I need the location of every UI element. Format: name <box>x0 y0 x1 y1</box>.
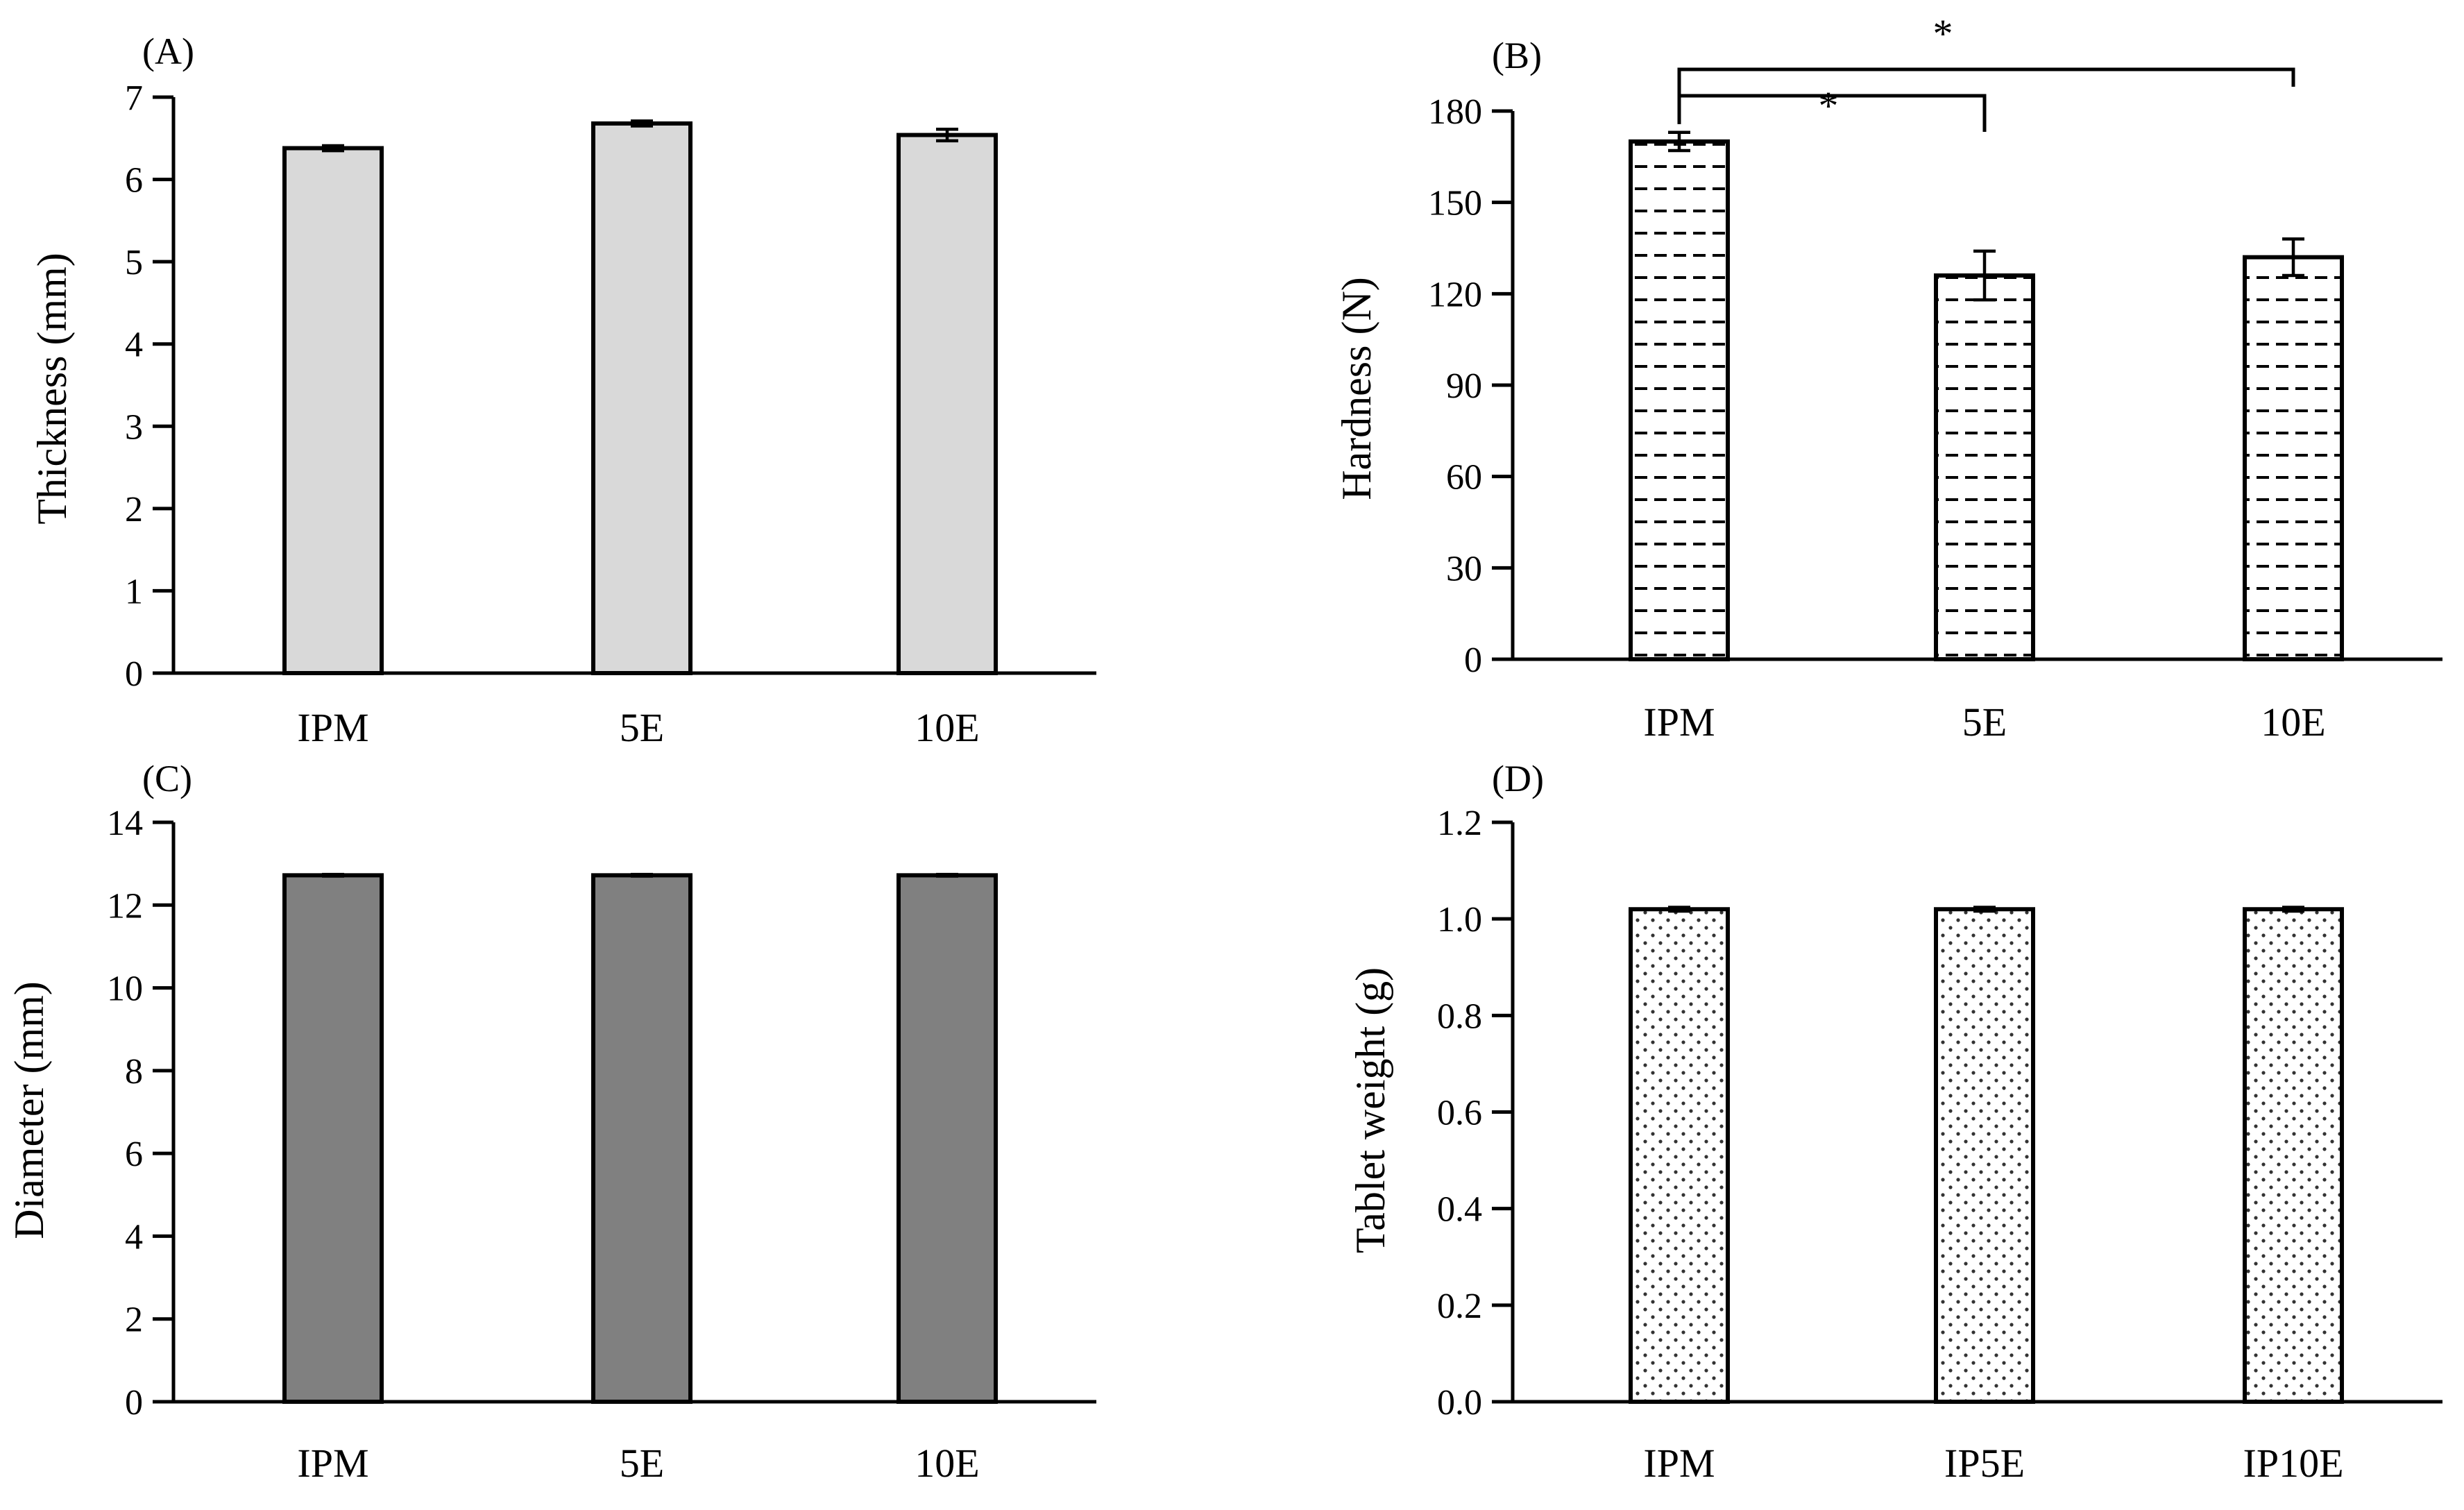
panel-b-error-bar <box>1973 249 1996 302</box>
panel-b-bar-10e <box>2243 255 2344 661</box>
panel-b-y-tick-label: 180 <box>1428 92 1482 132</box>
panel-c-y-tick-label: 0 <box>125 1383 143 1423</box>
panel-a-category-label: IPM <box>297 705 368 750</box>
panel-d-label: (D) <box>1492 758 1544 799</box>
panel-c-y-axis-title: Diameter (mm) <box>6 981 52 1239</box>
panel-c-y-tick-label: 10 <box>107 969 143 1009</box>
panel-b-bar-ipm <box>1629 139 1730 661</box>
panel-b-y-tick-label: 30 <box>1446 549 1482 588</box>
panel-c-bar-5e <box>591 873 693 1405</box>
panel-c-bar-ipm <box>282 873 384 1405</box>
panel-d-y-axis-title: Tablet weight (g) <box>1348 967 1393 1253</box>
panel-c-category-label: 5E <box>620 1441 664 1486</box>
panel-c-y-tick-label: 6 <box>125 1135 143 1174</box>
panel-c-y-tick-label: 8 <box>125 1052 143 1092</box>
panel-d-category-label: IP5E <box>1944 1441 2025 1486</box>
panel-a: (A) Thickness (mm) 0 1 2 3 4 5 6 7 IPM 5E 10E <box>29 31 1096 750</box>
panel-b-error-bar <box>2282 237 2304 278</box>
panel-c: (C) Diameter (mm) 0 2 4 6 8 10 12 14 IPM 5E 10E <box>6 758 1096 1486</box>
panel-c-y-tick-label: 4 <box>125 1217 143 1257</box>
panel-b-y-tick-label: 150 <box>1428 184 1482 223</box>
panel-c-error-bar <box>322 872 344 878</box>
panel-d-y-tick-label: 0.6 <box>1437 1094 1482 1133</box>
panel-b-y-tick-label: 60 <box>1446 458 1482 498</box>
panel-d-y-tick-label: 1.0 <box>1437 900 1482 940</box>
panel-a-y-tick-label: 7 <box>125 78 143 118</box>
panel-c-y-tick-label: 14 <box>107 804 143 843</box>
panel-a-y-tick-label: 4 <box>125 325 143 365</box>
panel-d-y-tick-label: 0.2 <box>1437 1287 1482 1326</box>
panel-c-y-tick-label: 2 <box>125 1300 143 1340</box>
panel-c-bar-10e <box>897 873 998 1405</box>
panel-d-y-tick-label: 0.4 <box>1437 1190 1482 1230</box>
panel-a-error-bar <box>936 127 958 143</box>
panel-a-category-label: 5E <box>620 705 664 750</box>
panel-b-significance-bracket <box>1677 67 2295 124</box>
panel-a-category-label: 10E <box>915 705 979 750</box>
panel-d-bar-ipm <box>1629 907 1730 1404</box>
panel-a-bar-ipm <box>282 146 384 675</box>
panel-c-error-bar <box>631 872 653 878</box>
panel-d-y-tick-label: 1.2 <box>1437 804 1482 843</box>
panel-a-error-bar <box>631 119 653 128</box>
panel-b-category-label: IPM <box>1643 699 1715 745</box>
panel-d-category-label: IP10E <box>2243 1441 2344 1486</box>
panel-b-category-label: 10E <box>2261 699 2325 745</box>
panel-a-bar-5e <box>591 121 693 675</box>
panel-b-y-tick-label: 90 <box>1446 366 1482 406</box>
panel-b: (B) Hardness (N) 0 30 60 90 120 150 180 IPM 5E 10E *… <box>1334 11 2442 745</box>
panel-d-bar-ip5e <box>1934 907 2035 1404</box>
panel-d-y-tick-label: 0.0 <box>1437 1383 1482 1423</box>
panel-d-error-bar <box>1668 906 1690 913</box>
panel-d-error-bar <box>1973 906 1996 913</box>
panel-a-y-axis-title: Thickness (mm) <box>29 253 75 525</box>
panel-c-y-tick-label: 12 <box>107 886 143 926</box>
panel-d-bar-ip10e <box>2243 907 2344 1404</box>
panel-b-category-label: 5E <box>1962 699 2007 745</box>
panel-b-bar-5e <box>1934 273 2035 661</box>
panel-a-error-bar <box>322 144 344 153</box>
panel-d-category-label: IPM <box>1643 1441 1715 1486</box>
panel-a-y-tick-label: 1 <box>125 572 143 611</box>
panel-a-y-tick-label: 3 <box>125 407 143 447</box>
panel-a-y-tick-label: 6 <box>125 161 143 201</box>
panel-a-bar-10e <box>897 133 998 676</box>
panel-b-y-tick-label: 120 <box>1428 275 1482 314</box>
panel-b-significance-star: * <box>1933 11 1953 56</box>
panel-a-y-tick-label: 2 <box>125 490 143 529</box>
panel-c-category-label: IPM <box>297 1441 368 1486</box>
panel-c-error-bar <box>936 872 958 878</box>
panel-c-label: (C) <box>142 758 192 799</box>
panel-a-label: (A) <box>142 31 194 72</box>
panel-a-y-tick-label: 5 <box>125 243 143 282</box>
panel-d-y-tick-label: 0.8 <box>1437 996 1482 1036</box>
panel-c-category-label: 10E <box>915 1441 979 1486</box>
panel-d-error-bar <box>2282 906 2304 913</box>
panel-b-error-bar <box>1668 130 1690 153</box>
panel-b-significance-star: * <box>1819 83 1839 128</box>
panel-a-y-tick-label: 0 <box>125 654 143 694</box>
panel-b-y-axis-title: Hardness (N) <box>1334 277 1379 500</box>
panel-b-y-tick-label: 0 <box>1464 641 1482 680</box>
panel-d: (D) Tablet weight (g) 0.0 0.2 0.4 0.6 0.8 1.0 1.… <box>1348 758 2442 1486</box>
panel-b-label: (B) <box>1492 35 1542 76</box>
